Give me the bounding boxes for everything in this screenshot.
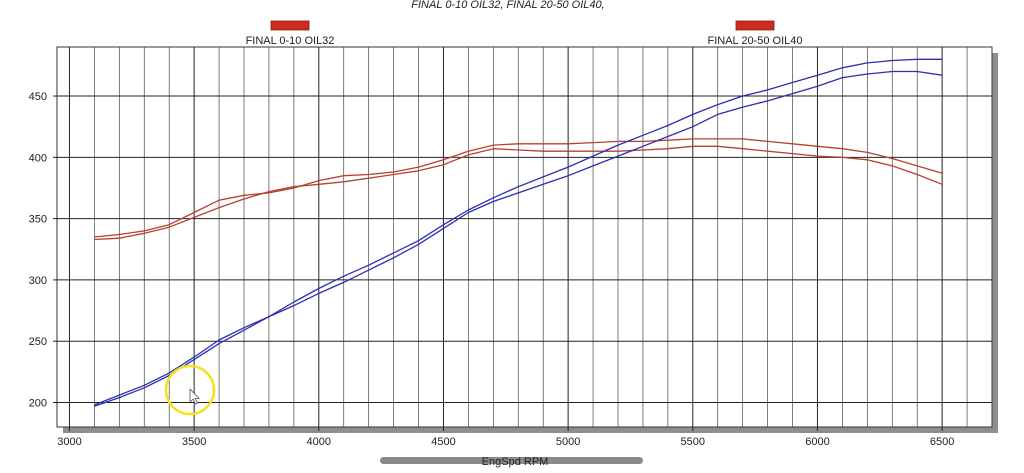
- plot-area: [56, 46, 993, 428]
- x-axis-label: EngSpd RPM: [482, 456, 549, 468]
- chart-title: FINAL 0-10 OIL32, FINAL 20-50 OIL40,: [411, 0, 604, 11]
- y-tick-label: 300: [29, 275, 47, 287]
- y-tick-label: 250: [29, 336, 47, 348]
- y-axis-ticks: 200 250 300 350 400 450: [29, 91, 57, 409]
- series-line-1: [94, 138, 943, 238]
- series-layer: [94, 58, 943, 407]
- x-tick-label: 5500: [681, 436, 705, 448]
- x-tick-label: 4000: [307, 436, 331, 448]
- y-tick-label: 350: [29, 214, 47, 226]
- x-tick-label: 5000: [556, 436, 580, 448]
- x-tick-label: 6000: [805, 436, 829, 448]
- series-line-4: [94, 70, 943, 406]
- legend-swatch: [270, 20, 310, 31]
- legend-swatch: [735, 20, 775, 31]
- x-axis-ticks: 3000 3500 4000 4500 5000 5500 6000 6500: [57, 427, 954, 448]
- y-tick-label: 450: [29, 91, 47, 103]
- series-line-3: [94, 58, 943, 407]
- cursor-highlight-ring: [164, 364, 216, 416]
- legend-label: FINAL 20-50 OIL40: [708, 35, 803, 47]
- mouse-cursor-icon: [189, 387, 200, 405]
- x-tick-label: 4500: [431, 436, 455, 448]
- legend: FINAL 0-10 OIL32 FINAL 20-50 OIL40: [246, 20, 803, 47]
- horizontal-scrollbar[interactable]: [380, 457, 643, 464]
- grid-minor: [94, 47, 993, 427]
- x-tick-label: 6500: [930, 436, 954, 448]
- legend-label: FINAL 0-10 OIL32: [246, 35, 335, 47]
- series-line-2: [94, 145, 943, 241]
- y-tick-label: 400: [29, 152, 47, 164]
- x-tick-label: 3500: [182, 436, 206, 448]
- y-tick-label: 200: [29, 397, 47, 409]
- x-tick-label: 3000: [57, 436, 81, 448]
